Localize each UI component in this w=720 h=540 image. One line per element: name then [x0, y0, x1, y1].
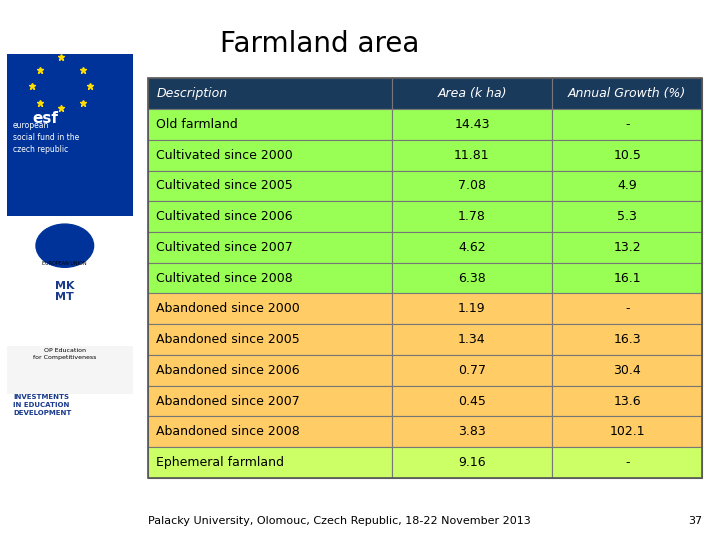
Bar: [392, 78, 552, 109]
Bar: [7, 54, 133, 216]
Text: EUROPEAN UNION: EUROPEAN UNION: [42, 261, 87, 266]
Bar: [392, 140, 552, 171]
Text: INVESTMENTS
IN EDUCATION
DEVELOPMENT: INVESTMENTS IN EDUCATION DEVELOPMENT: [13, 394, 71, 416]
Text: 13.2: 13.2: [613, 241, 641, 254]
Text: OP Education
for Competitiveness: OP Education for Competitiveness: [33, 348, 96, 360]
Text: Cultivated since 2000: Cultivated since 2000: [156, 148, 293, 161]
Circle shape: [36, 224, 94, 267]
Text: 4.9: 4.9: [617, 179, 637, 192]
Bar: [552, 109, 702, 140]
Bar: [392, 263, 552, 293]
Text: 16.3: 16.3: [613, 333, 641, 346]
Bar: [552, 386, 702, 416]
Text: -: -: [625, 118, 629, 131]
Bar: [392, 171, 552, 201]
Bar: [552, 171, 702, 201]
Text: Farmland area: Farmland area: [220, 30, 419, 58]
Text: european
social fund in the
czech republic: european social fund in the czech republ…: [13, 122, 79, 154]
Bar: [552, 78, 702, 109]
Text: Abandoned since 2007: Abandoned since 2007: [156, 395, 300, 408]
Bar: [148, 109, 392, 140]
Text: 11.81: 11.81: [454, 148, 490, 161]
Text: Cultivated since 2008: Cultivated since 2008: [156, 272, 293, 285]
Text: 9.16: 9.16: [458, 456, 486, 469]
Text: Abandoned since 2005: Abandoned since 2005: [156, 333, 300, 346]
Text: -: -: [625, 302, 629, 315]
Bar: [148, 386, 392, 416]
Text: 16.1: 16.1: [613, 272, 641, 285]
Bar: [392, 416, 552, 447]
Text: 10.5: 10.5: [613, 148, 641, 161]
Text: Abandoned since 2006: Abandoned since 2006: [156, 364, 300, 377]
Bar: [392, 386, 552, 416]
Text: Annual Growth (%): Annual Growth (%): [568, 87, 686, 100]
Text: Cultivated since 2007: Cultivated since 2007: [156, 241, 293, 254]
Bar: [552, 140, 702, 171]
Text: 1.19: 1.19: [458, 302, 486, 315]
Text: 4.62: 4.62: [458, 241, 486, 254]
Bar: [148, 293, 392, 324]
Bar: [148, 140, 392, 171]
Text: 0.77: 0.77: [458, 364, 486, 377]
Bar: [148, 263, 392, 293]
Bar: [148, 416, 392, 447]
Text: 13.6: 13.6: [613, 395, 641, 408]
Bar: [392, 447, 552, 478]
Text: Old farmland: Old farmland: [156, 118, 238, 131]
Text: Cultivated since 2006: Cultivated since 2006: [156, 210, 293, 223]
Text: Description: Description: [156, 87, 228, 100]
Text: 102.1: 102.1: [609, 426, 645, 438]
Bar: [392, 324, 552, 355]
Bar: [392, 355, 552, 386]
Text: Area (k ha): Area (k ha): [437, 87, 507, 100]
Bar: [552, 263, 702, 293]
Text: Cultivated since 2005: Cultivated since 2005: [156, 179, 293, 192]
Bar: [552, 447, 702, 478]
Text: 14.43: 14.43: [454, 118, 490, 131]
Text: Palacky University, Olomouc, Czech Republic, 18-22 November 2013: Palacky University, Olomouc, Czech Repub…: [148, 516, 531, 526]
Bar: [552, 324, 702, 355]
Text: 1.34: 1.34: [458, 333, 486, 346]
Bar: [552, 416, 702, 447]
Text: 30.4: 30.4: [613, 364, 641, 377]
Text: 7.08: 7.08: [458, 179, 486, 192]
Text: 6.38: 6.38: [458, 272, 486, 285]
Bar: [552, 201, 702, 232]
Bar: [552, 293, 702, 324]
Bar: [392, 232, 552, 263]
Bar: [7, 346, 133, 394]
Text: Abandoned since 2008: Abandoned since 2008: [156, 426, 300, 438]
Bar: [552, 355, 702, 386]
Bar: [148, 447, 392, 478]
Bar: [148, 355, 392, 386]
Bar: [392, 201, 552, 232]
Text: 3.83: 3.83: [458, 426, 486, 438]
Text: MK
MT: MK MT: [55, 281, 75, 302]
Bar: [148, 232, 392, 263]
Text: Ephemeral farmland: Ephemeral farmland: [156, 456, 284, 469]
Bar: [148, 201, 392, 232]
Bar: [148, 78, 392, 109]
Bar: [148, 78, 702, 478]
Text: esf: esf: [32, 111, 58, 126]
Text: Abandoned since 2000: Abandoned since 2000: [156, 302, 300, 315]
Text: 37: 37: [688, 516, 702, 526]
Text: 1.78: 1.78: [458, 210, 486, 223]
Bar: [148, 171, 392, 201]
Text: 0.45: 0.45: [458, 395, 486, 408]
Text: 5.3: 5.3: [617, 210, 637, 223]
Bar: [392, 293, 552, 324]
Text: -: -: [625, 456, 629, 469]
Bar: [148, 324, 392, 355]
Bar: [552, 232, 702, 263]
Bar: [392, 109, 552, 140]
